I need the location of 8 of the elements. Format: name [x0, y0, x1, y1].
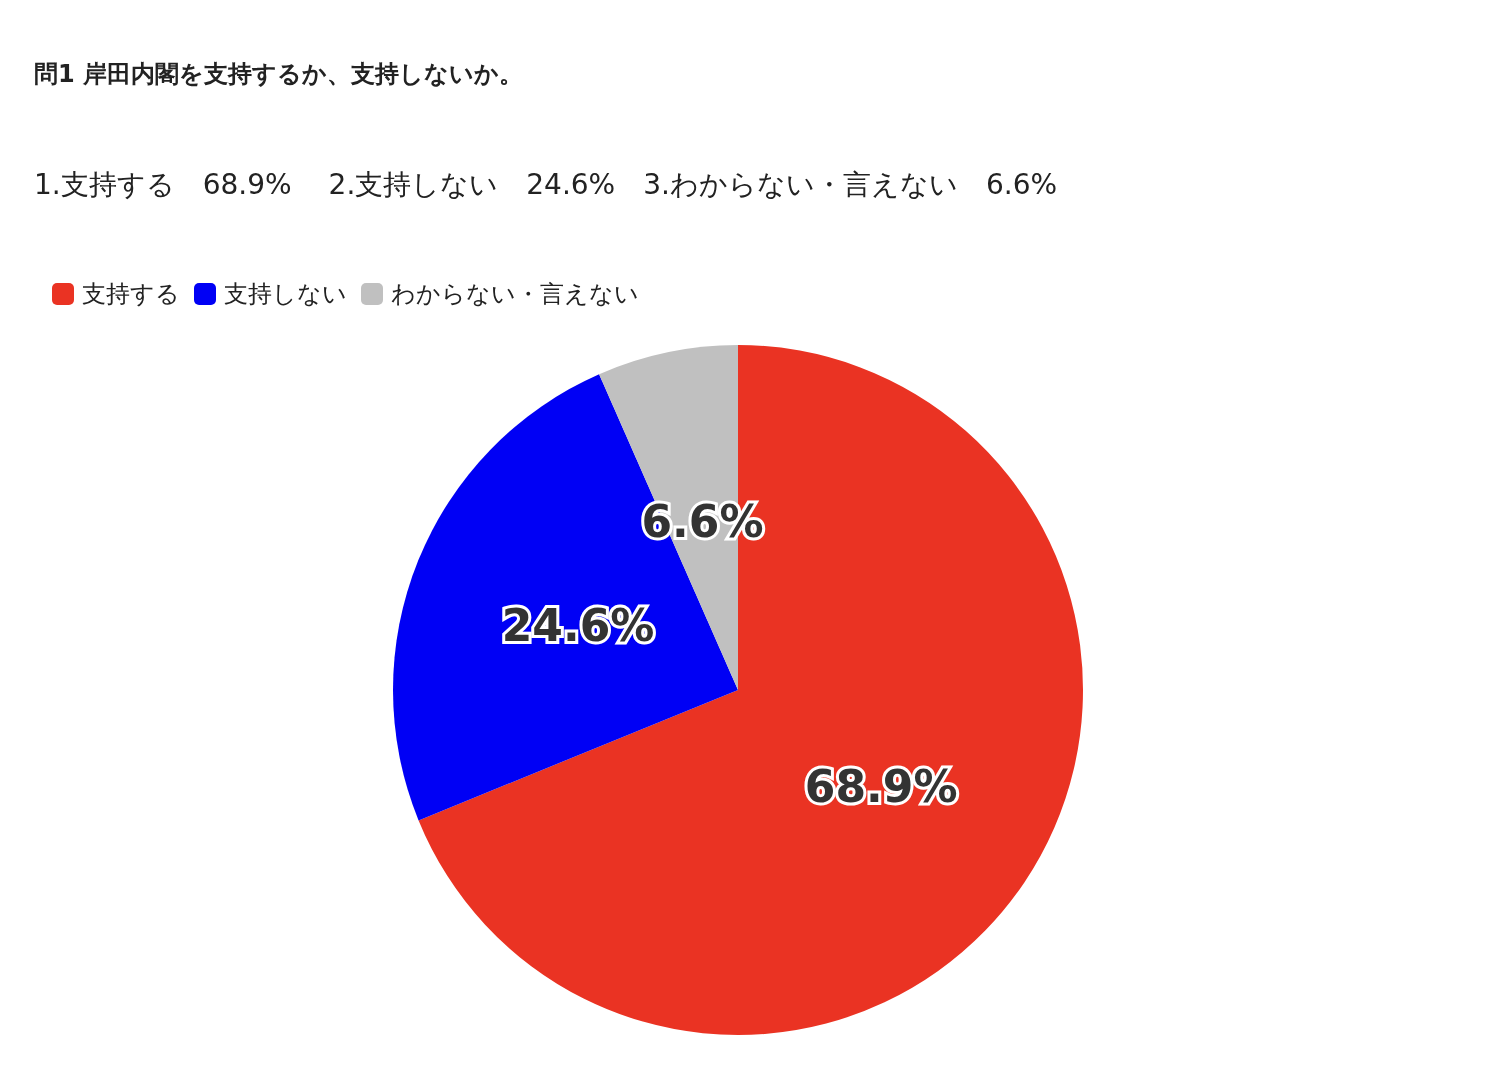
chart-subtitle: 1.支持する 68.9% 2.支持しない 24.6% 3.わからない・言えない 6.6% [34, 167, 1058, 203]
data-label: 68.9% [804, 760, 958, 812]
pie-slice [418, 345, 1083, 1035]
legend-label: 支持しない [224, 279, 347, 310]
legend-label: わからない・言えない [391, 279, 639, 310]
legend-label: 支持する [82, 279, 180, 310]
data-label: 24.6% [501, 599, 655, 651]
chart-title: 問1 岸田内閣を支持するか、支持しないか。 [34, 59, 524, 90]
